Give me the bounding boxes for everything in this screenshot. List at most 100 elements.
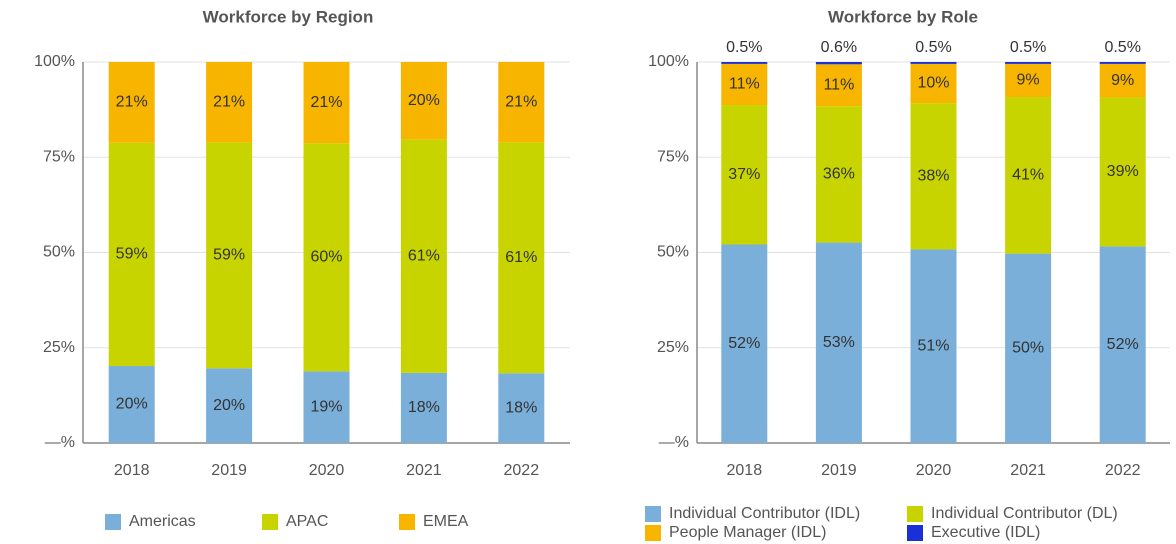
data-label: 37% <box>728 166 760 183</box>
y-tick-label: 75% <box>657 148 689 165</box>
bar-segment <box>206 142 253 369</box>
bar-segment <box>910 63 957 104</box>
x-tick-label: 2020 <box>309 462 345 479</box>
y-tick-label: 100% <box>648 53 689 70</box>
data-label: 11% <box>823 76 854 93</box>
data-label: 20% <box>408 92 440 109</box>
data-label: 0.6% <box>821 39 857 56</box>
legend-swatch <box>645 506 661 522</box>
bar-segment <box>108 142 155 367</box>
y-tick-label: 50% <box>657 244 689 261</box>
bar-segment <box>303 62 350 144</box>
legend-swatch <box>645 525 661 541</box>
legend-swatch <box>105 514 121 530</box>
legend-label: EMEA <box>423 513 469 530</box>
data-label: 19% <box>310 398 342 415</box>
x-tick-label: 2018 <box>114 462 150 479</box>
bar-segment <box>400 62 447 140</box>
bar-segment <box>1005 253 1052 443</box>
y-tick-label: 100% <box>34 53 75 70</box>
bar-segment <box>721 105 768 245</box>
y-tick-label: 25% <box>43 339 75 356</box>
data-label: 59% <box>213 247 245 264</box>
x-tick-label: 2020 <box>916 462 952 479</box>
legend-label: APAC <box>286 513 328 530</box>
data-label: 61% <box>408 247 440 264</box>
data-label: 21% <box>116 94 148 111</box>
data-label: 52% <box>1107 336 1139 353</box>
legend-swatch <box>907 506 923 522</box>
data-label: 21% <box>213 93 245 110</box>
data-label: 61% <box>505 249 537 266</box>
bar-segment <box>910 249 957 443</box>
bar-segment <box>108 366 155 443</box>
x-tick-label: 2022 <box>1105 462 1141 479</box>
bar-segment <box>815 242 862 443</box>
data-label: 41% <box>1012 167 1044 184</box>
bar-segment <box>815 62 862 65</box>
data-label: 51% <box>917 337 949 354</box>
bar-segment <box>400 372 447 443</box>
chart-title: Workforce by Role <box>828 7 978 26</box>
bar-segment <box>721 62 768 64</box>
legend-label: Executive (IDL) <box>931 524 1040 541</box>
data-label: 0.5% <box>726 39 762 56</box>
y-tick-label: 25% <box>657 339 689 356</box>
data-label: 39% <box>1107 163 1139 180</box>
legend-label: Individual Contributor (DL) <box>931 505 1118 522</box>
bar-segment <box>400 139 447 373</box>
legend-label: People Manager (IDL) <box>669 524 826 541</box>
bar-segment <box>1099 97 1146 247</box>
data-label: 9% <box>1111 72 1134 89</box>
bar-segment <box>303 143 350 372</box>
y-tick-label: —% <box>659 434 689 451</box>
bar-segment <box>721 244 768 443</box>
data-label: 0.5% <box>1010 39 1046 56</box>
data-label: 0.5% <box>1104 39 1140 56</box>
bar-segment <box>498 142 545 374</box>
data-label: 21% <box>505 93 537 110</box>
legend-swatch <box>262 514 278 530</box>
data-label: 36% <box>823 166 855 183</box>
data-label: 60% <box>310 248 342 265</box>
legend-swatch <box>907 525 923 541</box>
legend-label: Individual Contributor (IDL) <box>669 505 860 522</box>
data-label: 18% <box>408 399 440 416</box>
data-label: 53% <box>823 334 855 351</box>
bar-segment <box>1099 63 1146 98</box>
x-tick-label: 2018 <box>727 462 763 479</box>
bar-segment <box>815 64 862 107</box>
bar-segment <box>206 62 253 143</box>
bar-segment <box>206 368 253 443</box>
bar-segment <box>1099 246 1146 443</box>
data-label: 38% <box>917 168 949 185</box>
data-label: 11% <box>729 76 760 93</box>
data-label: 0.5% <box>915 39 951 56</box>
data-label: 52% <box>728 335 760 352</box>
data-label: 20% <box>213 397 245 414</box>
bar-segment <box>1005 62 1052 64</box>
bar-segment <box>1005 97 1052 254</box>
legend-label: Americas <box>129 513 196 530</box>
data-label: 21% <box>310 94 342 111</box>
bar-segment <box>815 106 862 243</box>
x-tick-label: 2019 <box>211 462 247 479</box>
bar-segment <box>721 63 768 106</box>
y-tick-label: 75% <box>43 148 75 165</box>
data-label: 59% <box>116 246 148 263</box>
bar-segment <box>498 373 545 443</box>
data-label: 18% <box>505 399 537 416</box>
bar-segment <box>108 62 155 143</box>
chart: Workforce by Role —% 25% 50% 75% 100% 2018 52% 3… <box>645 7 1170 541</box>
x-tick-label: 2019 <box>821 462 857 479</box>
bar-segment <box>1099 62 1146 64</box>
chart: Workforce by Region —% 25% 50% 75% 100% 2018 20… <box>34 7 570 530</box>
bar-segment <box>1005 63 1052 98</box>
chart-title: Workforce by Region <box>203 7 374 26</box>
data-label: 50% <box>1012 340 1044 357</box>
bar-segment <box>498 62 545 143</box>
data-label: 9% <box>1017 72 1040 89</box>
legend-swatch <box>399 514 415 530</box>
y-tick-label: —% <box>45 434 75 451</box>
